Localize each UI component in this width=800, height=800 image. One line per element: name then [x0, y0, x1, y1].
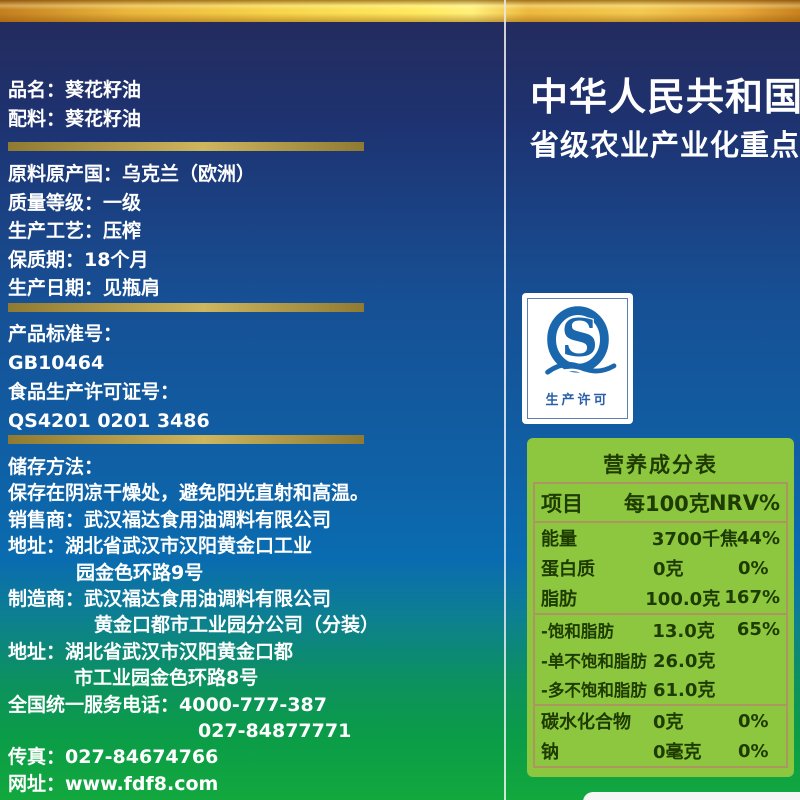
nutrition-header-per100g: 每100克: [623, 491, 710, 516]
table-row: 脂肪 100.0克 167%: [535, 583, 786, 613]
right-headline-main: 中华人民共和国进出: [530, 75, 800, 119]
table-row: -饱和脂肪 13.0克 65%: [535, 612, 786, 645]
svg-text:S: S: [561, 309, 598, 369]
nutrient-amount: 61.0克: [653, 680, 716, 702]
nutrient-amount: 26.0克: [653, 650, 716, 672]
manufacturer-line2: 黄金口都市工业园分公司（分装）: [94, 614, 380, 637]
nutrient-amount: 0毫克: [653, 742, 702, 764]
product-identity-block: 品名：葵花籽油 配料：葵花籽油: [8, 76, 141, 134]
bottom-white-box-edge: [583, 792, 800, 800]
manufacturer-address-line1: 地址：湖北省武汉市汉阳黄金口都: [8, 640, 294, 663]
qs-stamp-frame: S 生产许可: [527, 298, 628, 419]
qs-caption: 生产许可: [545, 393, 610, 408]
seller-address-line2: 园金色环路9号: [76, 561, 204, 584]
origin-quality-block: 原料原产国：乌克兰（欧洲） 质量等级：一级 生产工艺：压榨 保质期：18个月 生…: [8, 160, 255, 303]
nutrient-name: -单不饱和脂肪: [541, 651, 647, 671]
table-row: -多不饱和脂肪 61.0克: [535, 675, 786, 705]
table-row: -单不饱和脂肪 26.0克: [535, 645, 786, 675]
nutrient-nrv: 0%: [738, 740, 769, 762]
manufacturer-address-line2: 市工业园金色环路8号: [74, 667, 259, 690]
shelf-life-line: 保质期：18个月: [8, 248, 149, 271]
nutrient-name: 能量: [541, 529, 577, 551]
origin-country-line: 原料原产国：乌克兰（欧洲）: [8, 163, 256, 185]
service-phone-line2: 027-84877771: [198, 720, 352, 743]
standard-no-value: GB10464: [8, 352, 105, 374]
service-phone-line: 全国统一服务电话：4000-777-387: [8, 693, 327, 716]
gold-separator-1: [8, 142, 364, 151]
ingredients-line: 配料：葵花籽油: [8, 108, 142, 130]
seller-address-line1: 地址：湖北省武汉市汉阳黄金口工业: [8, 535, 313, 558]
nutrition-header-nrv: NRV%: [708, 490, 780, 515]
standards-block: 产品标准号： GB10464 食品生产许可证号： QS4201 0201 348…: [8, 320, 210, 436]
nutrition-title: 营养成分表: [603, 453, 718, 477]
nutrient-nrv: 167%: [724, 587, 780, 609]
storage-instructions: 保存在阴凉干燥处，避免阳光直射和高温。: [8, 482, 370, 505]
nutrient-name: 钠: [541, 742, 559, 764]
fax-line: 传真：027-84674766: [8, 746, 219, 769]
nutrient-name: -饱和脂肪: [541, 621, 614, 641]
nutrient-amount: 0克: [653, 712, 684, 734]
process-line: 生产工艺：压榨: [8, 220, 142, 242]
nutrition-facts-panel: 营养成分表 项目 每100克 NRV% 能量 3700千焦 44% 蛋白质 0克…: [527, 438, 794, 777]
license-no-label: 食品生产许可证号：: [8, 381, 180, 403]
nutrient-nrv: 0%: [738, 557, 769, 579]
license-no-value: QS4201 0201 3486: [8, 410, 210, 432]
nutrient-name: 蛋白质: [541, 559, 595, 581]
panel-fold-divider: [504, 0, 506, 800]
gold-separator-3: [8, 435, 364, 444]
production-date-line: 生产日期：见瓶肩: [8, 277, 161, 299]
nutrient-nrv: 44%: [736, 527, 780, 549]
seller-line: 销售商：武汉福达食用油调料有限公司: [8, 508, 332, 531]
website-line: 网址：www.fdf8.com: [8, 772, 219, 795]
nutrient-name: 碳水化合物: [541, 712, 631, 734]
table-row: 碳水化合物 0克 0%: [535, 704, 786, 736]
qs-production-license-stamp: S 生产许可: [522, 293, 633, 424]
nutrient-nrv: 65%: [736, 619, 780, 641]
nutrient-amount: 100.0克: [645, 588, 721, 610]
gold-separator-2: [8, 303, 364, 312]
product-name-line: 品名：葵花籽油: [8, 79, 142, 101]
nutrient-name: -多不饱和脂肪: [541, 681, 647, 701]
table-row: 能量 3700千焦 44%: [535, 523, 786, 553]
nutrition-header-item: 项目: [541, 491, 583, 516]
table-row: 钠 0毫克 0%: [535, 736, 786, 766]
manufacturer-line: 制造商：武汉福达食用油调料有限公司: [8, 588, 332, 611]
nutrition-header-row: 项目 每100克 NRV%: [535, 484, 786, 524]
quality-grade-line: 质量等级：一级: [8, 191, 142, 214]
nutrient-amount: 0克: [653, 559, 684, 581]
nutrient-nrv: 0%: [738, 710, 769, 732]
storage-label: 储存方法：: [8, 456, 104, 478]
nutrition-table: 项目 每100克 NRV% 能量 3700千焦 44% 蛋白质 0克 0% 脂肪…: [533, 482, 788, 768]
storage-contact-block: 储存方法： 保存在阴凉干燥处，避免阳光直射和高温。 销售商：武汉福达食用油调料有…: [8, 454, 379, 797]
right-headline-sub: 省级农业产业化重点龙: [530, 128, 800, 162]
qs-logo-icon: S: [544, 306, 617, 379]
table-row: 蛋白质 0克 0%: [535, 553, 786, 583]
nutrient-amount: 3700千焦: [651, 529, 739, 551]
standard-no-label: 产品标准号：: [8, 323, 123, 345]
gold-top-band: [0, 0, 800, 22]
nutrient-amount: 13.0克: [652, 620, 715, 642]
nutrient-name: 脂肪: [541, 588, 577, 610]
